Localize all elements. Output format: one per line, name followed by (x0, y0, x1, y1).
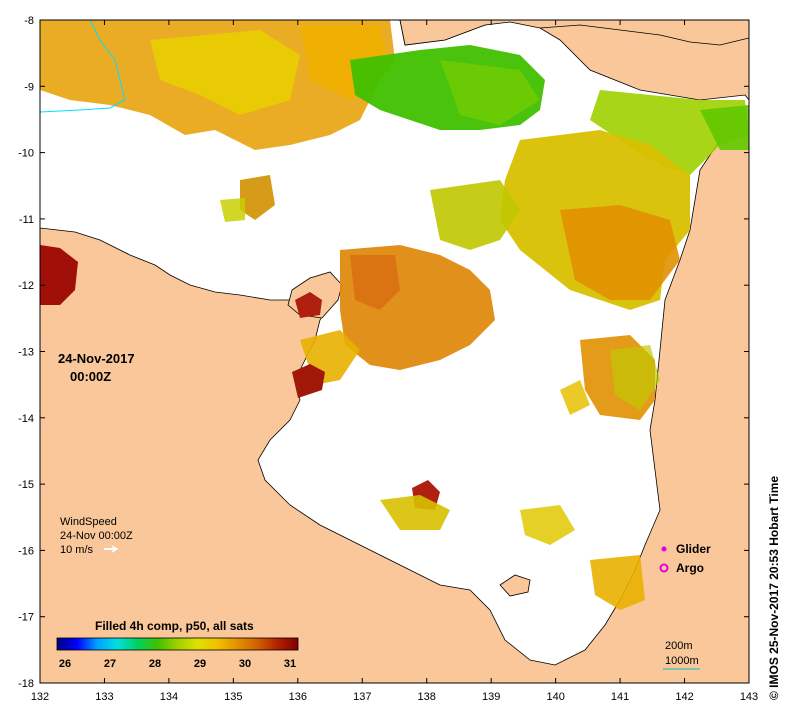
lon-tick-label: 141 (611, 691, 629, 703)
colorbar-tick-label: 26 (59, 658, 71, 670)
imos-credit: © IMOS 25-Nov-2017 20:53 Hobart Time (767, 475, 781, 700)
lat-tick-label: -18 (18, 678, 34, 690)
date-label: 24-Nov-2017 (58, 351, 135, 366)
argo-icon (659, 563, 669, 573)
lon-tick-label: 136 (289, 691, 307, 703)
colorbar-tick-label: 28 (149, 658, 161, 670)
river-line (40, 20, 126, 113)
wind-arrow-head-icon (111, 545, 119, 553)
colorbar (56, 637, 299, 651)
lon-tick-label: 132 (31, 691, 49, 703)
lat-tick-label: -14 (18, 413, 34, 425)
lat-tick-label: -8 (24, 15, 34, 27)
colorbar-ticks: 26 27 28 29 30 31 (59, 658, 296, 670)
colorbar-title: Filled 4h comp, p50, all sats (95, 619, 254, 633)
lon-tick-label: 143 (740, 691, 758, 703)
lon-tick-label: 139 (482, 691, 500, 703)
lat-tick-label: -17 (18, 612, 34, 624)
wind-time: 24-Nov 00:00Z (60, 530, 133, 542)
lat-tick-label: -9 (24, 81, 34, 93)
sst-data-layer (40, 20, 749, 610)
lon-tick-label: 137 (353, 691, 371, 703)
lon-tick-label: 140 (546, 691, 564, 703)
lat-tick-label: -13 (18, 347, 34, 359)
time-label: 00:00Z (70, 369, 111, 384)
lat-tick-label: -15 (18, 479, 34, 491)
glider-label: Glider (676, 542, 711, 556)
colorbar-tick-label: 30 (239, 658, 251, 670)
lat-tick-label: -11 (19, 214, 34, 226)
wind-scale: 10 m/s (60, 544, 94, 556)
mornington-island (499, 574, 531, 597)
bathy-200-label: 200m (665, 640, 693, 652)
lat-tick-label: -12 (18, 280, 34, 292)
colorbar-tick-label: 27 (104, 658, 116, 670)
lon-tick-label: 142 (675, 691, 693, 703)
lon-tick-label: 134 (160, 691, 178, 703)
bathy-1000-label: 1000m (665, 655, 699, 667)
glider-icon (661, 546, 667, 552)
lon-tick-label: 135 (224, 691, 242, 703)
lat-tick-label: -16 (18, 545, 34, 557)
lat-tick-label: -10 (18, 148, 34, 160)
lon-tick-label: 133 (95, 691, 113, 703)
png-coast (399, 20, 749, 46)
colorbar-tick-label: 29 (194, 658, 206, 670)
axis-ticks: 132 133 134 135 136 137 138 139 140 141 142 143 -8 -9… (18, 15, 758, 703)
lon-tick-label: 138 (418, 691, 436, 703)
argo-label: Argo (676, 561, 704, 575)
wind-title: WindSpeed (60, 516, 117, 528)
colorbar-tick-label: 31 (284, 658, 296, 670)
